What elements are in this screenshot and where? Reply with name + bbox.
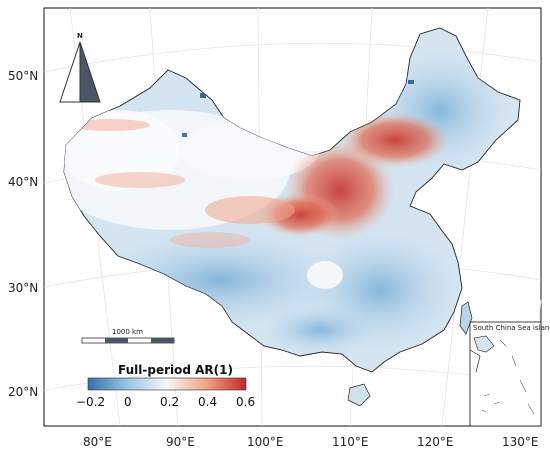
- scale-bar-label: 1000 km: [112, 328, 143, 336]
- colorbar-tick: 0: [124, 395, 132, 409]
- hainan-island: [347, 383, 371, 407]
- lat-label: 50°N: [8, 69, 38, 83]
- lon-label: 120°E: [417, 435, 454, 449]
- north-arrow-icon: N: [59, 32, 101, 103]
- colorbar-tick: 0.4: [198, 395, 217, 409]
- colorbar-title: Full-period AR(1): [118, 363, 233, 377]
- lat-label: 20°N: [8, 385, 38, 399]
- colorbar-tick: −0.2: [76, 395, 105, 409]
- colorbar-tick: 0.6: [236, 395, 255, 409]
- taiwan-island: [459, 301, 473, 335]
- lon-label: 110°E: [332, 435, 369, 449]
- lat-label: 30°N: [8, 281, 38, 295]
- lat-label: 40°N: [8, 175, 38, 189]
- inset-title: South China Sea island: [473, 324, 550, 332]
- colorbar-tick: 0.2: [160, 395, 179, 409]
- south-china-sea-inset: South China Sea island: [469, 321, 550, 427]
- lon-label: 90°E: [166, 435, 195, 449]
- lon-label: 80°E: [83, 435, 112, 449]
- latitude-labels: 50°N 40°N 30°N 20°N: [8, 69, 38, 399]
- longitude-labels: 80°E 90°E 100°E 110°E 120°E 130°E: [83, 435, 539, 449]
- scale-bar: 1000 km: [81, 328, 175, 344]
- lon-label: 130°E: [502, 435, 539, 449]
- lon-label: 100°E: [247, 435, 284, 449]
- north-label: N: [77, 32, 83, 40]
- colorbar: Full-period AR(1) −0.2 0 0.2 0.4 0.6: [76, 363, 255, 409]
- colorbar-gradient: [87, 377, 247, 391]
